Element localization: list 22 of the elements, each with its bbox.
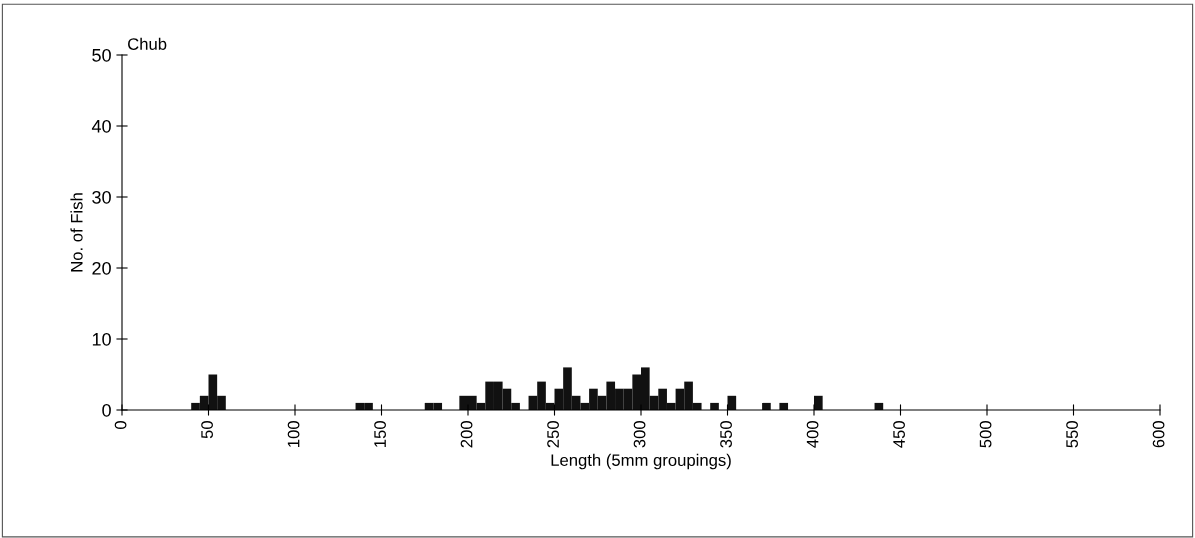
x-tick-label: 50 (201, 421, 213, 439)
x-tick-label: 350 (720, 421, 732, 448)
y-tick-label: 50 (92, 48, 111, 62)
y-axis-title: No. of Fish (70, 193, 83, 272)
x-tick-label: 300 (633, 421, 646, 448)
x-tick-label: 150 (374, 421, 386, 447)
x-tick-label: 250 (547, 421, 559, 448)
x-tick-label: 550 (1066, 421, 1078, 448)
x-tick-label: 500 (979, 421, 992, 448)
x-tick-label: 200 (460, 421, 473, 448)
x-tick-label: 400 (806, 421, 819, 448)
x-tick-label: 450 (893, 421, 905, 448)
x-tick-label: 100 (287, 421, 300, 447)
x-axis-title: Length (5mm groupings) (551, 453, 731, 470)
y-tick-label: 10 (92, 332, 111, 346)
y-tick-label: 20 (92, 261, 111, 275)
x-tick-label: 0 (114, 421, 127, 430)
y-tick-label: 30 (92, 190, 111, 204)
y-tick-label: 0 (102, 403, 111, 417)
y-tick-label: 40 (91, 119, 111, 133)
text: Chub (128, 37, 167, 50)
x-tick-label: 600 (1152, 421, 1165, 448)
